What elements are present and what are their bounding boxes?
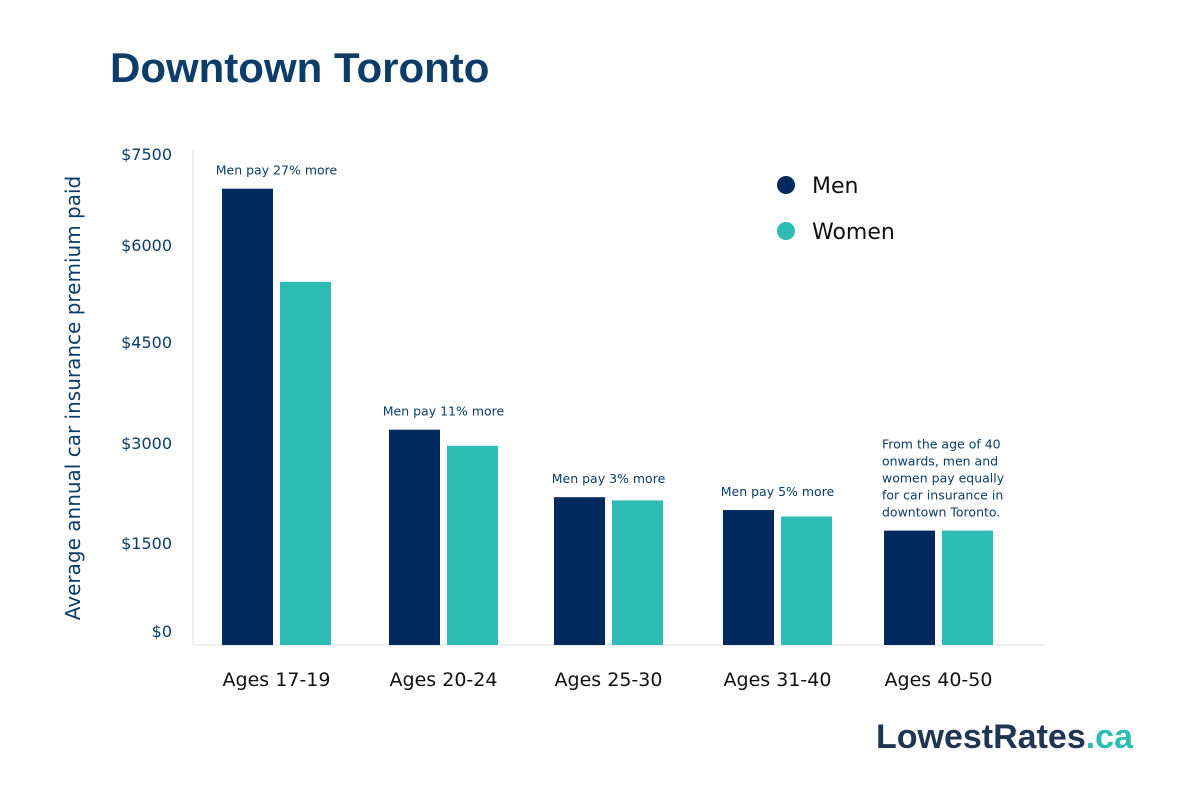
bar-women-1 <box>280 281 331 645</box>
category-label: Ages 25-30 <box>555 669 663 691</box>
bar-men-5 <box>884 530 935 645</box>
bars <box>222 188 993 645</box>
brand-logo-accent: .ca <box>1086 718 1134 756</box>
annotation-text: Men pay 11% more <box>383 404 505 419</box>
annotation-text: downtown Toronto. <box>882 505 1000 520</box>
annotation-text: onwards, men and <box>882 454 998 469</box>
bar-women-4 <box>781 516 832 645</box>
y-axis-label: Average annual car insurance premium pai… <box>61 176 85 620</box>
y-tick-label: $1500 <box>121 534 172 553</box>
annotations: Men pay 27% more Men pay 11% more Men pay … <box>216 163 1005 520</box>
legend-men-label: Men <box>812 174 858 199</box>
brand-logo: LowestRates.ca <box>876 718 1134 756</box>
bar-women-2 <box>447 445 498 645</box>
bar-men-2 <box>389 429 440 645</box>
annotation-text: Men pay 27% more <box>216 163 338 178</box>
annotation-text: From the age of 40 <box>882 437 1001 452</box>
y-tick-label: $0 <box>152 622 172 641</box>
y-axis-label-group: Average annual car insurance premium pai… <box>61 176 85 620</box>
bar-men-1 <box>222 188 273 645</box>
category-label: Ages 20-24 <box>390 669 498 691</box>
annotation-text: women pay equally <box>882 471 1005 486</box>
category-label: Ages 17-19 <box>223 669 331 691</box>
bar-women-5 <box>942 530 993 645</box>
legend-men-marker <box>777 176 795 194</box>
chart-title: Downtown Toronto <box>110 44 489 91</box>
annotation-text: for car insurance in <box>882 488 1003 503</box>
legend: Men Women <box>777 174 895 245</box>
y-tick-label: $3000 <box>121 434 172 453</box>
brand-logo-main: LowestRates <box>876 718 1086 756</box>
y-tick-label: $4500 <box>121 333 172 352</box>
category-label: Ages 40-50 <box>885 669 993 691</box>
legend-women-marker <box>777 222 795 240</box>
annotation-text: Men pay 5% more <box>721 484 835 499</box>
bar-men-3 <box>554 497 605 645</box>
bar-women-3 <box>612 500 663 645</box>
category-labels: Ages 17-19 Ages 20-24 Ages 25-30 Ages 31-40… <box>223 669 993 691</box>
category-label: Ages 31-40 <box>724 669 832 691</box>
legend-women-label: Women <box>812 220 895 245</box>
y-tick-label: $6000 <box>121 236 172 255</box>
y-tick-label: $7500 <box>121 145 172 164</box>
bar-men-4 <box>723 510 774 645</box>
annotation-text: Men pay 3% more <box>552 471 666 486</box>
y-axis: $0 $1500 $3000 $4500 $6000 $7500 <box>121 145 1045 646</box>
